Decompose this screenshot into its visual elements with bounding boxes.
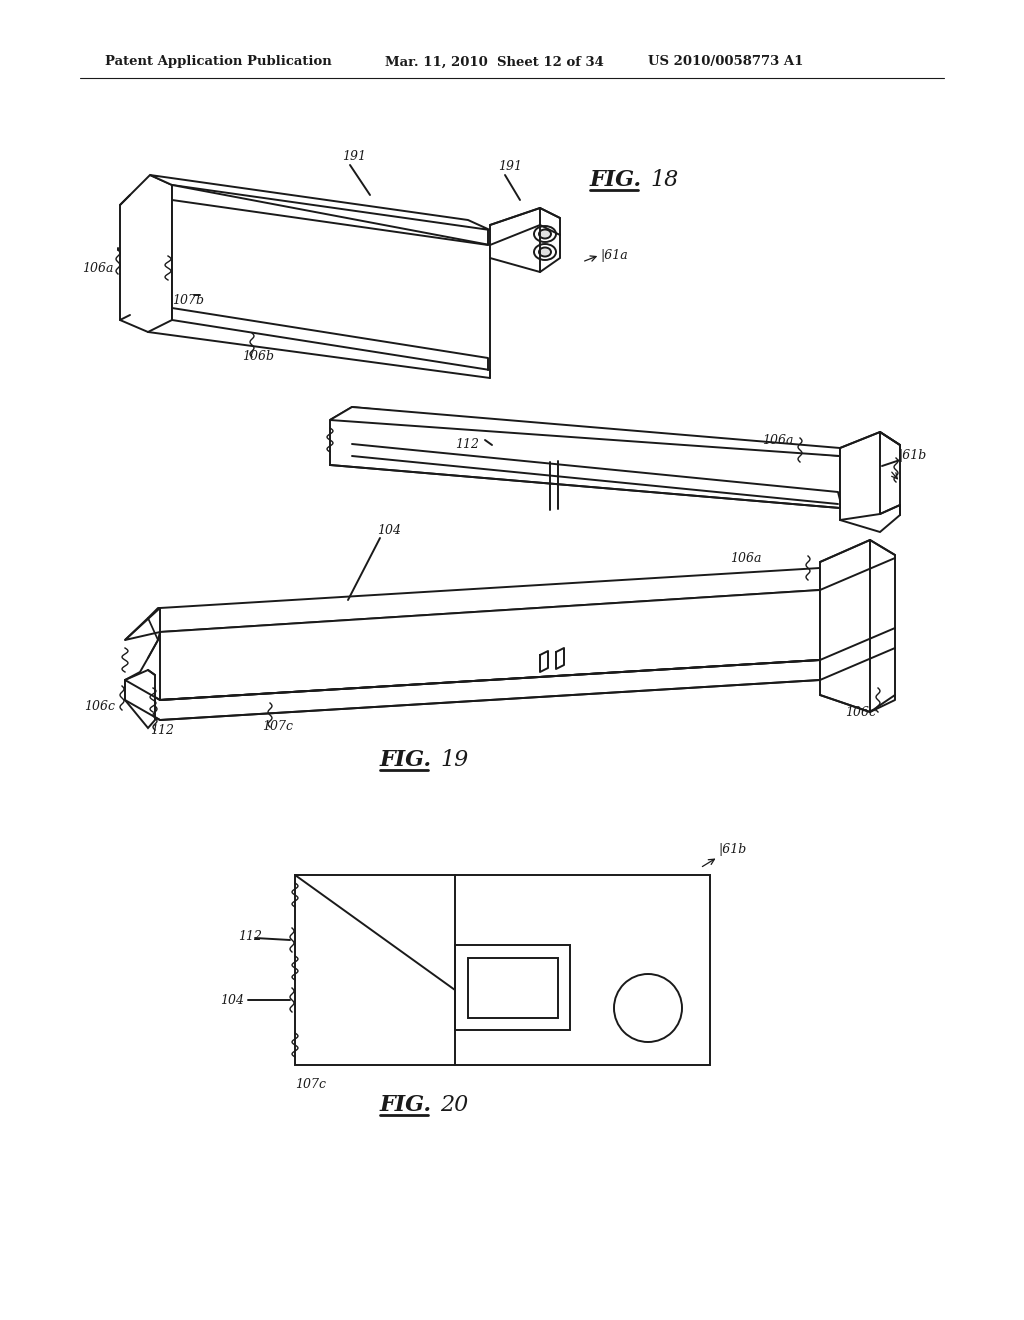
Polygon shape xyxy=(330,407,840,455)
Text: 19: 19 xyxy=(440,748,468,771)
Ellipse shape xyxy=(614,974,682,1041)
Ellipse shape xyxy=(539,230,551,239)
Text: 112: 112 xyxy=(238,929,262,942)
Text: US 2010/0058773 A1: US 2010/0058773 A1 xyxy=(648,55,804,69)
Polygon shape xyxy=(840,432,900,532)
Text: 106c: 106c xyxy=(845,705,876,718)
Text: 106a: 106a xyxy=(730,552,762,565)
Text: 191: 191 xyxy=(498,161,522,173)
Text: 104: 104 xyxy=(220,994,244,1006)
Text: 18: 18 xyxy=(650,169,678,191)
Text: 104: 104 xyxy=(377,524,401,536)
Text: |61b: |61b xyxy=(898,449,927,462)
Polygon shape xyxy=(160,590,820,700)
Text: 106a: 106a xyxy=(762,433,794,446)
Text: |61a: |61a xyxy=(600,248,628,261)
Text: 107b: 107b xyxy=(172,293,204,306)
Text: 106b: 106b xyxy=(242,350,274,363)
Text: FIG.: FIG. xyxy=(380,1094,432,1115)
Ellipse shape xyxy=(534,244,556,260)
Polygon shape xyxy=(120,176,172,333)
Text: |61b: |61b xyxy=(718,843,746,857)
Polygon shape xyxy=(330,407,840,508)
Polygon shape xyxy=(125,660,820,719)
Polygon shape xyxy=(125,568,820,640)
Polygon shape xyxy=(295,875,710,1065)
Text: Mar. 11, 2010  Sheet 12 of 34: Mar. 11, 2010 Sheet 12 of 34 xyxy=(385,55,604,69)
Text: 106c: 106c xyxy=(84,700,115,713)
Text: 20: 20 xyxy=(440,1094,468,1115)
Text: 191: 191 xyxy=(342,150,366,164)
Polygon shape xyxy=(125,671,155,729)
Polygon shape xyxy=(490,209,560,272)
Text: 107c: 107c xyxy=(262,721,293,734)
Text: FIG.: FIG. xyxy=(380,748,432,771)
Text: 106a: 106a xyxy=(82,261,114,275)
Text: 107c: 107c xyxy=(295,1078,326,1092)
Text: Patent Application Publication: Patent Application Publication xyxy=(105,55,332,69)
Polygon shape xyxy=(455,945,570,1030)
Polygon shape xyxy=(150,176,490,230)
Text: 112: 112 xyxy=(455,438,479,451)
Text: FIG.: FIG. xyxy=(590,169,642,191)
Polygon shape xyxy=(468,958,558,1018)
Polygon shape xyxy=(820,540,895,711)
Text: 112: 112 xyxy=(150,723,174,737)
Ellipse shape xyxy=(539,248,551,256)
Ellipse shape xyxy=(534,226,556,242)
Polygon shape xyxy=(172,185,490,370)
